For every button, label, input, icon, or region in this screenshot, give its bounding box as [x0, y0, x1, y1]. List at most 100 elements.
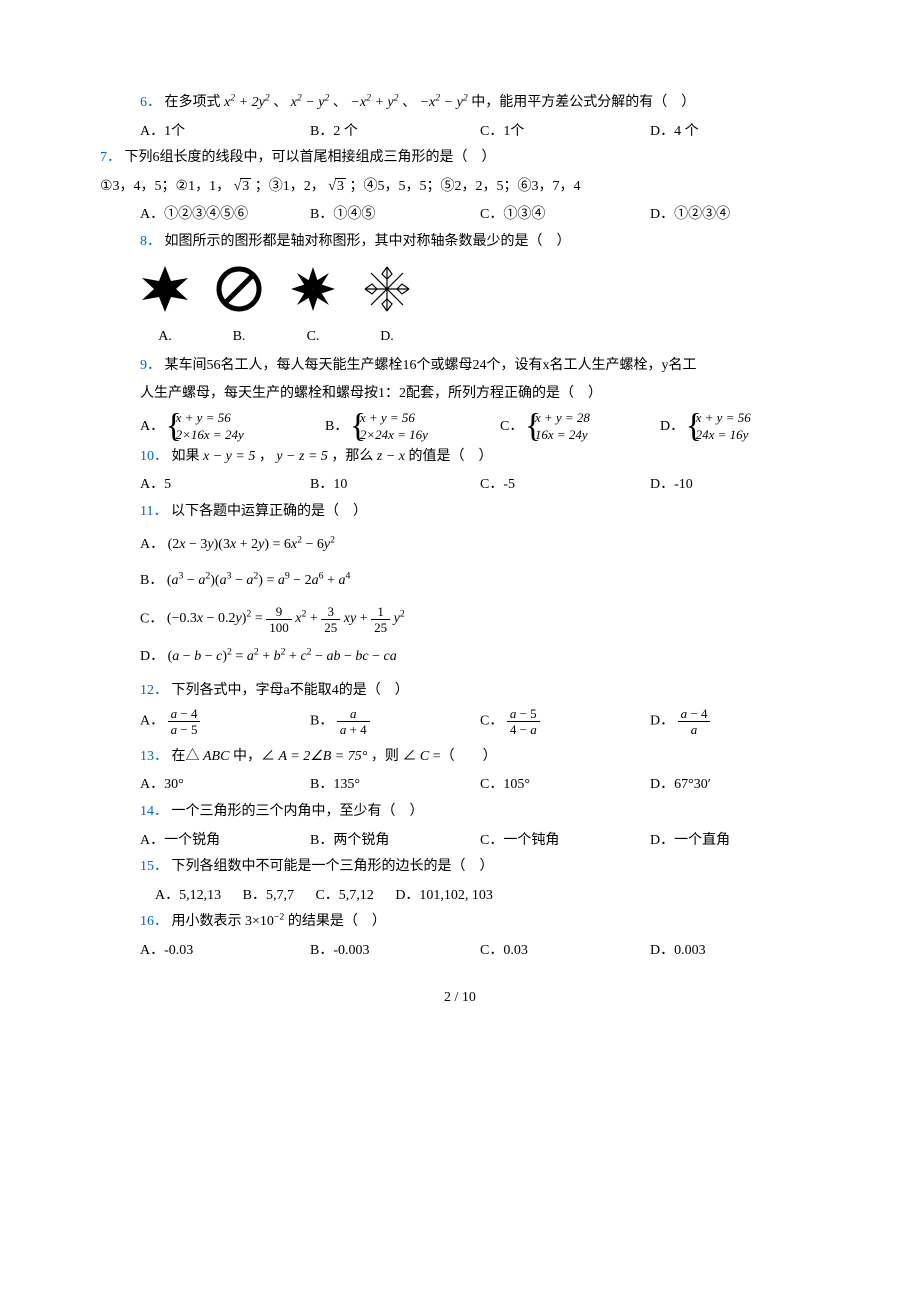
sep: 、: [273, 95, 287, 110]
q15-D: D．101,102, 103: [395, 888, 493, 903]
q15-C: C．5,7,12: [315, 888, 373, 903]
q10-A: A．5: [140, 472, 310, 499]
q7-B: B．①④⑤: [310, 202, 480, 229]
q12-number: 12．: [140, 683, 168, 698]
shape-C: C.: [288, 264, 338, 351]
q13-stem-b: 中，∠: [233, 749, 275, 764]
shape-A-label: A.: [140, 324, 190, 351]
q12-C: C． a − 54 − a: [480, 707, 650, 736]
q13-stem-a: 在△: [172, 749, 200, 764]
question-9b: 人生产螺母，每天生产的螺栓和螺母按1：2配套，所列方程正确的是（ ）: [140, 381, 820, 408]
q16-expr: 3×10−2: [245, 914, 284, 929]
q9-A: A． x + y = 56 2×16x = 24y: [140, 410, 325, 444]
q14-number: 14．: [140, 804, 168, 819]
flower-icon: [288, 264, 338, 314]
q7-number: 7．: [100, 150, 121, 165]
q9-C-bot: 16x = 24y: [535, 427, 590, 444]
q6-poly4: −x2 − y2: [420, 95, 468, 110]
q6-poly3: −x2 + y2: [350, 95, 398, 110]
q7-list-a: ①3，4，5；②1，1，: [100, 179, 230, 194]
q13-number: 13．: [140, 749, 168, 764]
q9-C-label: C．: [500, 419, 523, 434]
q16-B: B．-0.003: [310, 938, 480, 965]
q6-number: 6．: [140, 95, 161, 110]
q11-D-pre: D．: [140, 649, 164, 664]
q14-stem: 一个三角形的三个内角中，至少有（ ）: [172, 804, 424, 819]
q14-A: A．一个锐角: [140, 828, 310, 855]
q11-D-expr: (a − b − c)2 = a2 + b2 + c2 − ab − bc − …: [168, 649, 397, 664]
snowflake-icon: [362, 264, 412, 314]
q9-D: D． x + y = 56 24x = 16y: [660, 410, 810, 444]
q7-C: C．①③④: [480, 202, 650, 229]
shape-D-label: D.: [362, 324, 412, 351]
q12-options: A． a − 4a − 5 B． aa + 4 C． a − 54 − a D．…: [140, 707, 820, 736]
q6-stem-b: 中，能用平方差公式分解的有（ ）: [471, 95, 695, 110]
q13-eq: A = 2∠B = 75°: [278, 749, 367, 764]
question-12: 12． 下列各式中，字母a不能取4的是（ ）: [140, 678, 820, 705]
q14-D: D．一个直角: [650, 828, 820, 855]
q8-number: 8．: [140, 234, 161, 249]
q14-C: C．一个钝角: [480, 828, 650, 855]
q9-C: C． x + y = 28 16x = 24y: [500, 410, 660, 444]
root-3-b: √3: [328, 174, 346, 201]
q13-A: A．30°: [140, 772, 310, 799]
q13-D: D．67°30′: [650, 772, 820, 799]
q9-A-label: A．: [140, 419, 164, 434]
q9-C-top: x + y = 28: [535, 410, 590, 427]
root-3-a: √3: [234, 174, 252, 201]
question-13: 13． 在△ ABC 中，∠ A = 2∠B = 75° ，则 ∠ C =（ ）: [140, 744, 820, 771]
q9-A-top: x + y = 56: [176, 410, 244, 427]
question-9a: 9． 某车间56名工人，每人每天能生产螺栓16个或螺母24个，设有x名工人生产螺…: [140, 353, 820, 380]
q9-D-label: D．: [660, 419, 684, 434]
q11-C-pre: C．: [140, 611, 163, 626]
sep: 、: [402, 95, 416, 110]
q10-eq2: y − z = 5: [276, 449, 328, 464]
page-footer: 2 / 10: [100, 985, 820, 1012]
q10-number: 10．: [140, 449, 168, 464]
q7-list-b: ；③1，2，: [255, 179, 325, 194]
question-6: 6． 在多项式 x2 + 2y2 、 x2 − y2 、 −x2 + y2 、 …: [140, 90, 820, 117]
q7-A: A．①②③④⑤⑥: [140, 202, 310, 229]
question-10: 10． 如果 x − y = 5 ， y − z = 5 ，那么 z − x 的…: [140, 444, 820, 471]
q13-stem-d: =（ ）: [433, 749, 497, 764]
q9-B: B． x + y = 56 2×24x = 16y: [325, 410, 500, 444]
q9-D-top: x + y = 56: [696, 410, 751, 427]
q12-stem: 下列各式中，字母a不能取4的是（ ）: [172, 683, 409, 698]
q13-B: B．135°: [310, 772, 480, 799]
q15-number: 15．: [140, 859, 168, 874]
question-16: 16． 用小数表示 3×10−2 的结果是（ ）: [140, 909, 820, 936]
q6-A: A．1个: [140, 119, 310, 146]
q9-B-top: x + y = 56: [360, 410, 428, 427]
q12-D-label: D．: [650, 714, 674, 729]
q9-B-label: B．: [325, 419, 348, 434]
q16-D: D．0.003: [650, 938, 820, 965]
q13-C: C．105°: [480, 772, 650, 799]
q7-stem: 下列6组长度的线段中，可以首尾相接组成三角形的是（ ）: [125, 150, 496, 165]
q6-stem-a: 在多项式: [165, 95, 221, 110]
q9-stem-b: 人生产螺母，每天生产的螺栓和螺母按1：2配套，所列方程正确的是（ ）: [140, 386, 602, 401]
question-14: 14． 一个三角形的三个内角中，至少有（ ）: [140, 799, 820, 826]
q16-stem-a: 用小数表示: [172, 914, 242, 929]
question-15: 15． 下列各组数中不可能是一个三角形的边长的是（ ）: [140, 854, 820, 881]
q8-shapes: A. B. C.: [140, 264, 820, 351]
q6-poly2: x2 − y2: [291, 95, 330, 110]
q11-B-pre: B．: [140, 573, 163, 588]
q10-stem-c: 的值是（ ）: [409, 449, 493, 464]
q16-stem-b: 的结果是（ ）: [288, 914, 386, 929]
q12-A: A． a − 4a − 5: [140, 707, 310, 736]
q9-options: A． x + y = 56 2×16x = 24y B． x + y = 56 …: [140, 410, 820, 444]
q12-D-frac: a − 4a: [678, 707, 711, 736]
q11-D: D． (a − b − c)2 = a2 + b2 + c2 − ab − bc…: [140, 644, 820, 671]
q9-C-brace: x + y = 28 16x = 24y: [527, 410, 590, 444]
q9-B-bot: 2×24x = 16y: [360, 427, 428, 444]
q7-list: ①3，4，5；②1，1， √3 ；③1，2， √3 ；④5，5，5；⑤2，2，5…: [100, 174, 820, 201]
page-container: 6． 在多项式 x2 + 2y2 、 x2 − y2 、 −x2 + y2 、 …: [50, 0, 870, 1051]
q10-stem-b: ，那么: [331, 449, 377, 464]
q11-C-expr: (−0.3x − 0.2y)2 = 9100 x2 + 325 xy + 125…: [167, 611, 405, 626]
q10-eq3: z − x: [377, 449, 405, 464]
q16-C: C．0.03: [480, 938, 650, 965]
q10-stem-a: 如果: [172, 449, 204, 464]
q13-stem-c: ，则 ∠: [371, 749, 417, 764]
q12-D: D． a − 4a: [650, 707, 820, 736]
q11-B-expr: (a3 − a2)(a3 − a2) = a9 − 2a6 + a4: [167, 573, 351, 588]
